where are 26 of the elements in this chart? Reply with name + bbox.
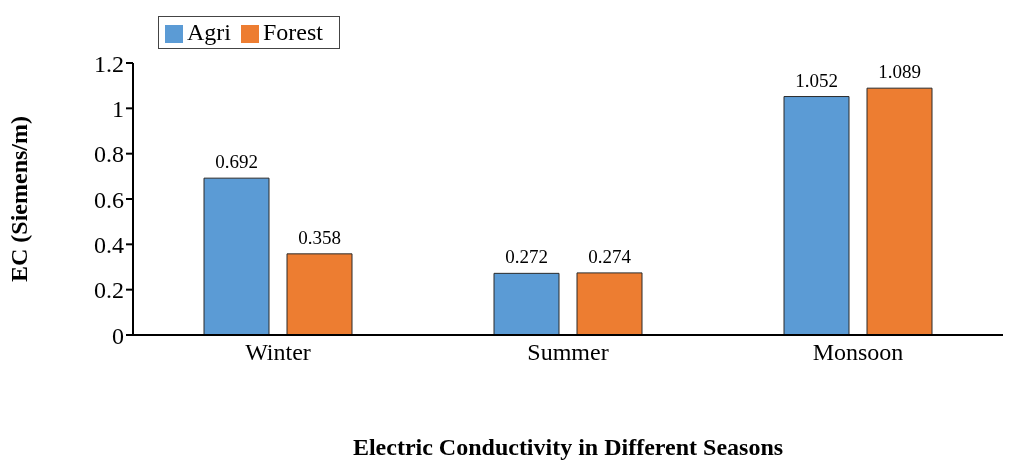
x-tick-label: Winter: [245, 339, 311, 366]
bar: [286, 253, 353, 335]
bar: [866, 87, 933, 335]
legend-label: Agri: [187, 19, 231, 45]
y-tick-label: 1: [112, 95, 124, 122]
data-label: 0.274: [588, 245, 632, 267]
x-axis-title: Electric Conductivity in Different Seasons: [352, 434, 784, 460]
data-label: 1.089: [878, 61, 921, 83]
bar: [203, 177, 270, 335]
data-label: 0.272: [505, 246, 548, 268]
data-label: 0.358: [298, 226, 341, 248]
x-tick-label: Monsoon: [812, 339, 904, 366]
data-label: 0.692: [215, 151, 258, 173]
legend-label: Forest: [263, 19, 323, 45]
bar: [783, 96, 850, 335]
y-tick-label: 0.8: [94, 141, 124, 168]
y-tick-label: 1.2: [94, 50, 124, 77]
y-axis-title: EC (Siemens/m): [5, 116, 32, 282]
y-tick-label: 0.2: [94, 277, 124, 304]
y-tick-label: 0: [112, 322, 124, 349]
bar: [576, 272, 643, 335]
y-tick-label: 0.6: [94, 186, 124, 213]
bar: [493, 272, 560, 335]
y-tick-label: 0.4: [94, 231, 124, 258]
x-tick-label: Summer: [527, 339, 609, 366]
data-label: 1.052: [795, 69, 838, 91]
